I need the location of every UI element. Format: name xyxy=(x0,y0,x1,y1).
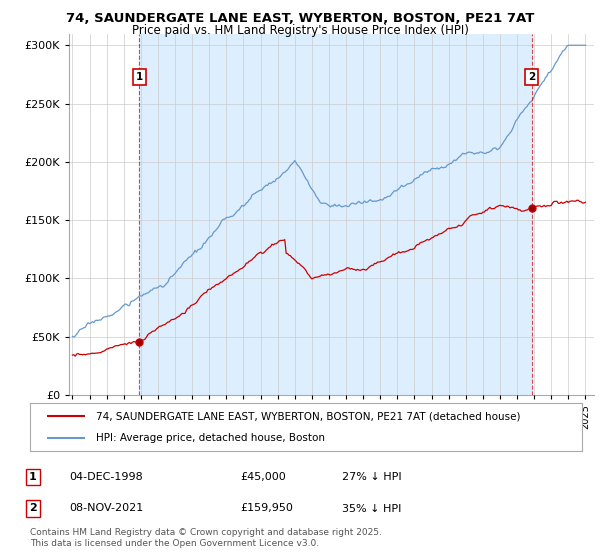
Text: 2: 2 xyxy=(528,72,535,82)
Text: 04-DEC-1998: 04-DEC-1998 xyxy=(69,472,143,482)
Text: 2: 2 xyxy=(29,503,37,514)
Text: HPI: Average price, detached house, Boston: HPI: Average price, detached house, Bost… xyxy=(96,433,325,443)
Text: £45,000: £45,000 xyxy=(240,472,286,482)
Bar xyxy=(139,34,532,395)
Text: 1: 1 xyxy=(29,472,37,482)
Text: 74, SAUNDERGATE LANE EAST, WYBERTON, BOSTON, PE21 7AT: 74, SAUNDERGATE LANE EAST, WYBERTON, BOS… xyxy=(66,12,534,25)
Text: 74, SAUNDERGATE LANE EAST, WYBERTON, BOSTON, PE21 7AT (detached house): 74, SAUNDERGATE LANE EAST, WYBERTON, BOS… xyxy=(96,411,521,421)
Text: Contains HM Land Registry data © Crown copyright and database right 2025.
This d: Contains HM Land Registry data © Crown c… xyxy=(30,528,382,548)
Text: Price paid vs. HM Land Registry's House Price Index (HPI): Price paid vs. HM Land Registry's House … xyxy=(131,24,469,36)
Text: 1: 1 xyxy=(136,72,143,82)
Text: 27% ↓ HPI: 27% ↓ HPI xyxy=(342,472,401,482)
Text: 08-NOV-2021: 08-NOV-2021 xyxy=(69,503,143,514)
Text: £159,950: £159,950 xyxy=(240,503,293,514)
Text: 35% ↓ HPI: 35% ↓ HPI xyxy=(342,503,401,514)
